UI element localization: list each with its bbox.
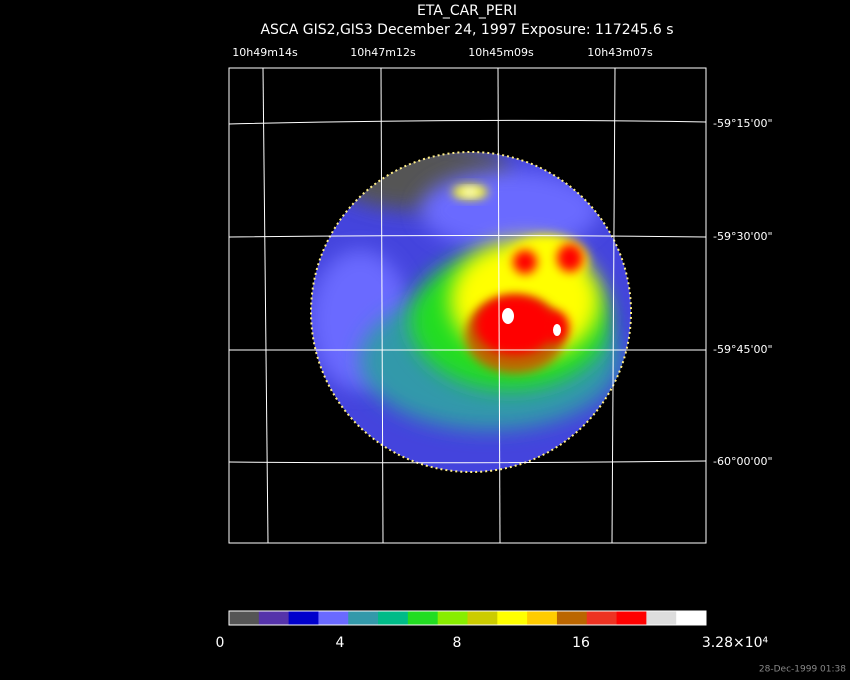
ra-label: 10h45m09s (468, 46, 534, 59)
colorbar-swatch (288, 611, 319, 625)
colorbar-swatch (229, 611, 260, 625)
colorbar-swatch (258, 611, 290, 625)
frame (228, 67, 707, 544)
colorbar-label: 3.28×10⁴ (702, 635, 769, 651)
colorbar-label: 8 (453, 635, 462, 651)
ra-label: 10h43m07s (587, 46, 653, 59)
colorbar-swatch (467, 611, 498, 625)
subtitle: ASCA GIS2,GIS3 December 24, 1997 Exposur… (260, 22, 673, 38)
colorbar (228, 610, 707, 626)
dec-label: -59°45'00" (713, 343, 773, 356)
colorbar-label: 4 (336, 635, 345, 651)
disk-edge (310, 151, 632, 473)
colorbar-label: 0 (216, 635, 225, 651)
colorbar-swatch (318, 611, 349, 625)
dec-label: -60°00'00" (713, 455, 773, 468)
title: ETA_CAR_PERI (417, 3, 517, 19)
colorbar-swatch (348, 611, 379, 625)
colorbar-swatch (407, 611, 439, 625)
colorbar-label: 16 (572, 635, 590, 651)
coordinate-grid (228, 67, 707, 544)
colorbar-swatch (646, 611, 677, 625)
ra-label: 10h47m12s (350, 46, 416, 59)
colorbar-swatch (616, 611, 647, 625)
colorbar-swatch (556, 611, 588, 625)
timestamp: 28-Dec-1999 01:38 (759, 665, 846, 675)
colorbar-swatch (378, 611, 409, 625)
colorbar-swatch (586, 611, 618, 625)
colorbar-swatch (437, 611, 468, 625)
colorbar-swatch (527, 611, 558, 625)
dec-label: -59°15'00" (713, 117, 773, 130)
colorbar-swatch (497, 611, 528, 625)
ra-label: 10h49m14s (232, 46, 298, 59)
dec-label: -59°30'00" (713, 230, 773, 243)
colorbar-swatch (676, 611, 707, 625)
colorbar-frame (228, 610, 707, 626)
